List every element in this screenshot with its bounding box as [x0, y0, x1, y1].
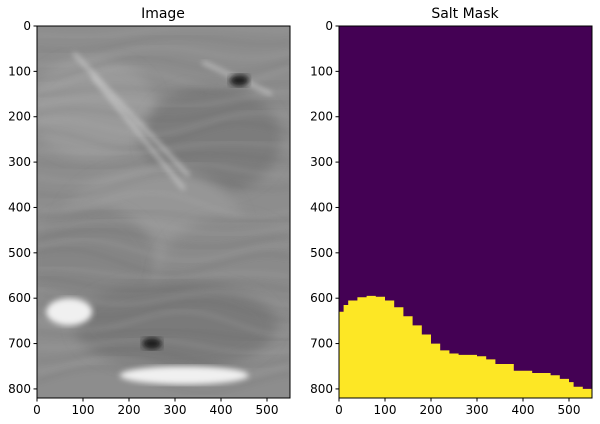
image-xtick-label: 200	[118, 403, 141, 417]
texture-streak	[37, 210, 290, 222]
image-xtick-label: 0	[33, 403, 41, 417]
mask-xtick-label: 300	[466, 403, 489, 417]
texture-streak	[37, 101, 290, 121]
texture-streak	[37, 152, 290, 169]
bright-streak	[72, 52, 190, 177]
texture-streak	[37, 35, 290, 52]
image-ytick-label: 600	[8, 291, 31, 305]
mask-xtick-label: 400	[512, 403, 535, 417]
image-ytick-label: 400	[8, 200, 31, 214]
image-title: Image	[141, 6, 185, 22]
texture-streak	[37, 310, 290, 337]
image-xtick-label: 500	[256, 403, 279, 417]
mask-ytick-label: 200	[310, 110, 333, 124]
tone-patch	[73, 280, 277, 371]
texture-streak	[37, 329, 290, 341]
mask-ytick-label: 500	[310, 246, 333, 260]
seismic-image	[37, 26, 290, 398]
mask-xtick-label: 500	[558, 403, 581, 417]
texture-streak	[37, 248, 290, 275]
texture-streak	[37, 26, 290, 38]
salt-mask-image	[339, 26, 592, 398]
salt-mask-panel: Salt Mask 0 100 200 300 400 500 0 100 200 300 400 5…	[310, 6, 593, 417]
salt-region	[339, 295, 592, 398]
image-ytick-label: 700	[8, 337, 31, 351]
mask-ytick-label: 700	[310, 337, 333, 351]
image-ytick-label: 800	[8, 382, 31, 396]
texture-streak	[37, 57, 290, 81]
image-ytick-label: 200	[8, 110, 31, 124]
texture-streak	[37, 229, 290, 248]
image-ytick-label: 100	[8, 64, 31, 78]
image-ytick-label: 500	[8, 246, 31, 260]
image-panel: Image 0 100 200 300 400 500 0 100 200 300 400 500 60…	[8, 6, 291, 417]
mask-ytick-label: 100	[310, 64, 333, 78]
dark-blob	[142, 337, 162, 350]
mask-xtick-label: 0	[335, 403, 343, 417]
tone-patch	[142, 84, 281, 194]
texture-streak	[37, 111, 290, 136]
texture-streak	[37, 238, 290, 262]
mask-ytick-label: 400	[310, 200, 333, 214]
image-xtick-label: 300	[164, 403, 187, 417]
texture-streak	[37, 46, 290, 67]
mask-frame	[338, 25, 593, 399]
bright-band	[46, 298, 93, 326]
dark-blob	[229, 74, 250, 87]
mask-xtick-label: 100	[374, 403, 397, 417]
texture-streak	[37, 173, 290, 197]
image-ytick-label: 300	[8, 155, 31, 169]
salt-mask-title: Salt Mask	[431, 6, 499, 22]
image-xtick-label: 400	[210, 403, 233, 417]
image-ytick-label: 0	[23, 19, 31, 33]
texture-streak	[37, 367, 290, 393]
texture-streak	[37, 267, 290, 279]
bright-streak	[91, 74, 186, 191]
texture-streak	[37, 122, 290, 150]
texture-streak	[37, 288, 290, 307]
texture-streak	[37, 348, 290, 367]
texture-streak	[37, 81, 290, 97]
mask-ytick-label: 800	[310, 382, 333, 396]
mask-ytick-label: 600	[310, 291, 333, 305]
image-frame	[36, 25, 291, 399]
bright-band	[119, 366, 249, 385]
image-xtick-label: 100	[72, 403, 95, 417]
texture-streak	[37, 191, 290, 218]
mask-xtick-label: 200	[420, 403, 443, 417]
texture-streak	[37, 90, 290, 107]
texture-streak	[37, 276, 290, 292]
texture-streak	[37, 338, 290, 354]
texture-streak	[37, 163, 290, 183]
mask-ytick-label: 0	[325, 19, 333, 33]
mask-ytick-label: 300	[310, 155, 333, 169]
texture-streak	[37, 219, 290, 235]
